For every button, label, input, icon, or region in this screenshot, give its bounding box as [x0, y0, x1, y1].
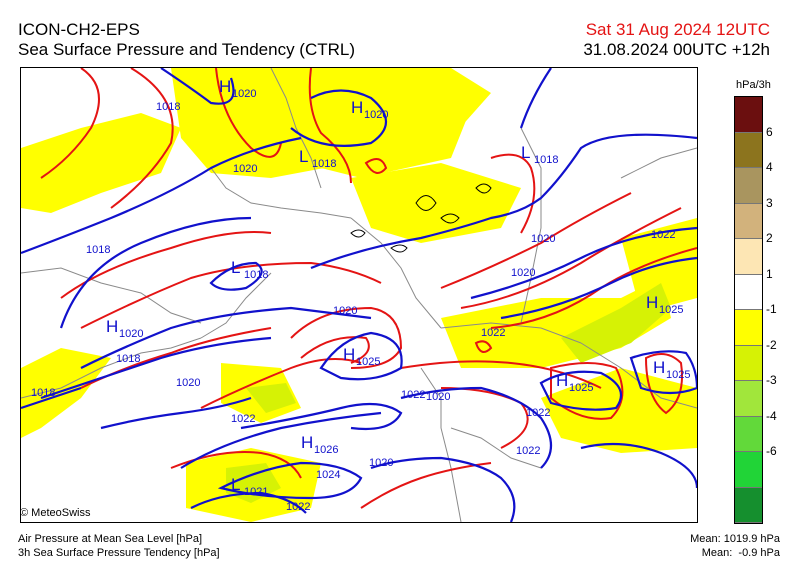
- pressure-center-value: 1020: [119, 328, 143, 340]
- pressure-center-value: 1025: [666, 369, 690, 381]
- isobar-label: 1024: [316, 469, 340, 481]
- isobar-label: 1020: [426, 391, 450, 403]
- footer-line-1: Air Pressure at Mean Sea Level [hPa]: [18, 533, 203, 545]
- map-canvas: 1018 1018 1018 1018 1020 1020 1020 1020 1020 1020…: [21, 68, 697, 522]
- legend-swatch: [735, 310, 762, 346]
- isobar-label: 1022: [286, 501, 310, 513]
- pressure-center-value: 1025: [659, 304, 683, 316]
- isobar-label: 1022: [401, 389, 425, 401]
- high-pressure-center: H: [646, 293, 658, 312]
- low-pressure-center: L: [521, 143, 530, 162]
- high-pressure-center: H: [106, 317, 118, 336]
- legend-unit: hPa/3h: [736, 79, 771, 91]
- legend-swatch: [735, 452, 762, 488]
- pressure-center-value: 1018: [312, 158, 336, 170]
- product-title: Sea Surface Pressure and Tendency (CTRL): [18, 40, 356, 59]
- high-pressure-center: H: [653, 358, 665, 377]
- legend-label: 6: [766, 124, 773, 139]
- isobar-labels: 1018 1018 1018 1018 1020 1020 1020 1020 1020 1020…: [31, 101, 675, 513]
- run-time: 31.08.2024 00UTC +12h: [583, 40, 770, 59]
- pressure-center-value: 1026: [314, 444, 338, 456]
- isobar-label: 1018: [31, 387, 55, 399]
- pressure-center-value: 1025: [356, 356, 380, 368]
- legend-swatch: [735, 132, 762, 168]
- high-pressure-center: H: [556, 371, 568, 390]
- mean-tendency: Mean: -0.9 hPa: [701, 547, 780, 559]
- isobar-label: 1022: [526, 407, 550, 419]
- legend-swatch: [735, 274, 762, 310]
- legend-label: -3: [766, 373, 777, 387]
- legend-label: -2: [766, 337, 777, 352]
- isobar-label: 1022: [481, 327, 505, 339]
- isobar-label: 1022: [231, 413, 255, 425]
- credit: © MeteoSwiss: [20, 507, 91, 519]
- isobar-label: 1022: [651, 229, 675, 241]
- tendency-shading: [21, 68, 697, 522]
- legend-swatch: [735, 345, 762, 381]
- mean-pressure: Mean: 1019.9 hPa: [690, 533, 780, 545]
- valid-time: Sat 31 Aug 2024 12UTC: [585, 20, 770, 39]
- isobars: [21, 68, 697, 522]
- high-pressure-center: H: [301, 433, 313, 452]
- lakes: [350, 183, 492, 253]
- isobar-label: 1020: [333, 305, 357, 317]
- high-pressure-center: H: [219, 77, 231, 96]
- pressure-center-value: 1020: [364, 109, 388, 121]
- pressure-center-value: 1020: [232, 88, 256, 100]
- isobar-label: 1020: [531, 233, 555, 245]
- weather-map: 1018 1018 1018 1018 1020 1020 1020 1020 1020 1020…: [20, 67, 698, 523]
- isobar-label: 1020: [511, 267, 535, 279]
- pressure-center-value: 1021: [244, 486, 268, 498]
- model-title: ICON-CH2-EPS: [18, 20, 140, 39]
- country-borders: [21, 68, 697, 522]
- isobar-label: 1018: [116, 353, 140, 365]
- legend-label: 1: [766, 266, 773, 281]
- legend-label: -4: [766, 408, 777, 423]
- high-pressure-center: H: [343, 345, 355, 364]
- tendency-legend: [734, 96, 763, 524]
- legend-swatch: [735, 168, 762, 204]
- footer-line-2: 3h Sea Surface Pressure Tendency [hPa]: [18, 547, 220, 559]
- isobar-label: 1018: [156, 101, 180, 113]
- isobar-label: 1020: [369, 457, 393, 469]
- isobar-label: 1020: [176, 377, 200, 389]
- legend-swatch: [735, 97, 762, 133]
- legend-swatch: [735, 203, 762, 239]
- legend-label: 4: [766, 160, 773, 174]
- low-pressure-center: L: [231, 475, 240, 494]
- pressure-center-value: 1025: [569, 382, 593, 394]
- pressure-center-value: 1018: [244, 269, 268, 281]
- legend-swatch: [735, 381, 762, 417]
- high-pressure-center: H: [351, 98, 363, 117]
- isobar-label: 1018: [86, 244, 110, 256]
- legend-label: -1: [766, 302, 777, 316]
- legend-swatch: [735, 487, 762, 523]
- legend-label: 2: [766, 231, 773, 245]
- legend-swatch: [735, 239, 762, 275]
- legend-label: 3: [766, 195, 773, 210]
- isobar-label: 1020: [233, 163, 257, 175]
- low-pressure-center: L: [299, 147, 308, 166]
- low-pressure-center: L: [231, 258, 240, 277]
- isobar-label: 1022: [516, 445, 540, 457]
- legend-swatch: [735, 416, 762, 452]
- pressure-center-value: 1018: [534, 154, 558, 166]
- legend-label: -6: [766, 444, 777, 458]
